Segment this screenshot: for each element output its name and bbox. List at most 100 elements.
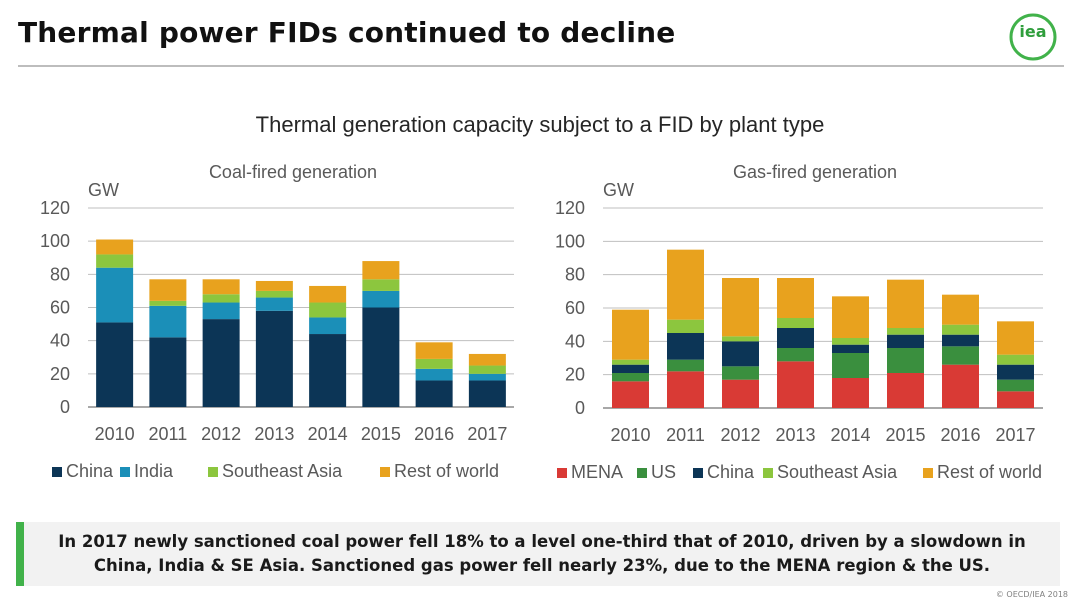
y-tick-label: 120	[555, 198, 585, 218]
bar-india-2017	[468, 373, 506, 381]
bar-us-2013	[777, 348, 814, 362]
y-axis-label: GW	[603, 180, 634, 200]
bar-china-2011	[149, 337, 187, 407]
bar-china-2011	[667, 333, 704, 360]
legend-label-china: China	[707, 462, 755, 482]
bar-china-2015	[887, 334, 924, 348]
bar-rest-of-world-2012	[722, 278, 759, 337]
legend-label-rest-of-world: Rest of world	[394, 461, 499, 481]
y-tick-label: 20	[565, 365, 585, 385]
bar-rest-of-world-2016	[415, 342, 453, 359]
chart-main-title: Thermal generation capacity subject to a…	[255, 112, 825, 137]
iea-logo-icon	[1009, 13, 1057, 61]
key-message-box: In 2017 newly sanctioned coal power fell…	[16, 522, 1060, 586]
key-message-line-2: China, India & SE Asia. Sanctioned gas p…	[93, 556, 991, 575]
x-tick-label: 2017	[995, 425, 1035, 445]
legend-swatch-mena	[557, 468, 567, 478]
legend-swatch-rest-of-world	[923, 468, 933, 478]
bar-rest-of-world-2012	[202, 279, 240, 295]
y-tick-label: 40	[565, 331, 585, 351]
bar-southeast-asia-2015	[362, 279, 400, 291]
bar-china-2012	[722, 341, 759, 367]
x-tick-label: 2016	[414, 424, 454, 444]
bar-china-2014	[309, 334, 347, 407]
bar-rest-of-world-2017	[997, 321, 1034, 355]
bar-rest-of-world-2017	[468, 353, 506, 366]
bar-southeast-asia-2012	[722, 336, 759, 342]
bar-southeast-asia-2016	[942, 324, 979, 335]
y-tick-label: 20	[50, 364, 70, 384]
bar-southeast-asia-2013	[255, 290, 293, 298]
legend-swatch-us	[637, 468, 647, 478]
y-tick-label: 80	[50, 264, 70, 284]
bar-rest-of-world-2013	[777, 278, 814, 318]
bar-rest-of-world-2013	[255, 280, 293, 291]
x-tick-label: 2010	[95, 424, 135, 444]
bar-us-2016	[942, 346, 979, 365]
bar-india-2010	[96, 267, 134, 323]
legend-swatch-china	[52, 467, 62, 477]
legend-label-southeast-asia: Southeast Asia	[222, 461, 343, 481]
bar-china-2013	[777, 328, 814, 348]
x-tick-label: 2015	[361, 424, 401, 444]
bar-us-2017	[997, 379, 1034, 392]
copyright: © OECD/IEA 2018	[995, 590, 1068, 599]
bar-us-2010	[612, 373, 649, 382]
bar-china-2017	[468, 380, 506, 407]
y-tick-label: 60	[50, 298, 70, 318]
x-tick-label: 2014	[830, 425, 870, 445]
bar-mena-2015	[887, 373, 924, 408]
bar-china-2015	[362, 307, 400, 407]
bar-china-2010	[612, 364, 649, 373]
title-divider	[18, 65, 1064, 67]
bar-rest-of-world-2011	[149, 279, 187, 301]
legend-label-us: US	[651, 462, 676, 482]
bar-china-2017	[997, 364, 1034, 380]
x-tick-label: 2011	[149, 424, 188, 444]
x-tick-label: 2012	[201, 424, 241, 444]
legend-label-rest-of-world: Rest of world	[937, 462, 1042, 482]
x-tick-label: 2015	[885, 425, 925, 445]
bar-us-2012	[722, 366, 759, 380]
y-axis-label: GW	[88, 180, 119, 200]
bar-rest-of-world-2015	[362, 261, 400, 280]
bar-southeast-asia-2012	[202, 294, 240, 303]
x-tick-label: 2013	[254, 424, 294, 444]
bar-southeast-asia-2010	[96, 254, 134, 268]
bar-india-2013	[255, 297, 293, 311]
y-tick-label: 120	[40, 198, 70, 218]
legend-label-china: China	[66, 461, 114, 481]
legend-swatch-india	[120, 467, 130, 477]
bar-mena-2010	[612, 381, 649, 408]
gas-chart: Gas-fired generation GW 0 20 40 60 80 100 120 201…	[555, 162, 1043, 482]
legend-swatch-rest-of-world	[380, 467, 390, 477]
bar-southeast-asia-2017	[468, 365, 506, 374]
y-tick-label: 0	[60, 397, 70, 417]
x-tick-label: 2012	[720, 425, 760, 445]
coal-chart: Coal-fired generation GW 0 20 40 60 80 100 120 20…	[40, 162, 514, 481]
bar-rest-of-world-2011	[667, 249, 704, 320]
y-tick-label: 40	[50, 331, 70, 351]
bar-us-2014	[832, 353, 869, 378]
bar-china-2016	[415, 380, 453, 407]
legend-swatch-china	[693, 468, 703, 478]
bar-southeast-asia-2016	[415, 358, 453, 369]
legend-swatch-southeast-asia	[763, 468, 773, 478]
bar-india-2014	[309, 317, 347, 335]
x-tick-label: 2011	[666, 425, 705, 445]
y-tick-label: 0	[575, 398, 585, 418]
bar-india-2015	[362, 290, 400, 308]
y-tick-label: 100	[555, 231, 585, 251]
bar-southeast-asia-2011	[667, 319, 704, 333]
legend-swatch-southeast-asia	[208, 467, 218, 477]
iea-logo-text: iea	[1019, 22, 1047, 41]
bar-india-2012	[202, 302, 240, 320]
bar-rest-of-world-2015	[887, 279, 924, 328]
bar-southeast-asia-2013	[777, 318, 814, 328]
bar-india-2011	[149, 305, 187, 338]
chart-title: Gas-fired generation	[733, 162, 897, 182]
y-tick-label: 80	[565, 265, 585, 285]
bar-mena-2017	[997, 391, 1034, 408]
bar-mena-2016	[942, 364, 979, 408]
bar-southeast-asia-2015	[887, 328, 924, 335]
